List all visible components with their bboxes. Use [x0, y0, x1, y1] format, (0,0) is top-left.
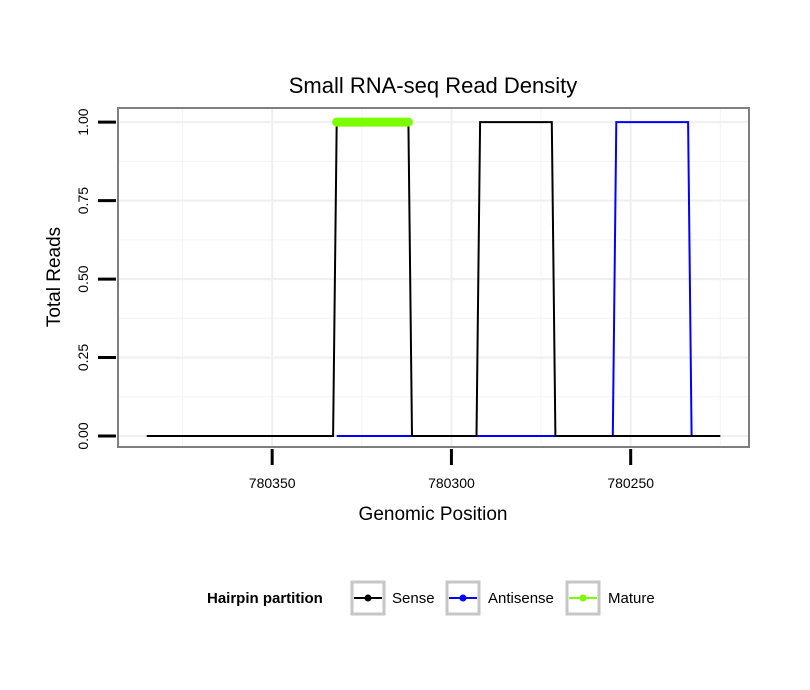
- y-tick-label: 0.25: [75, 344, 91, 371]
- x-tick-label: 780300: [428, 475, 475, 491]
- legend-label: Mature: [608, 590, 655, 607]
- y-tick-label: 0.50: [75, 265, 91, 292]
- series-line-sense: [146, 121, 721, 437]
- legend-key-marker: [364, 594, 372, 602]
- legend-title: Hairpin partition: [207, 590, 323, 607]
- legend-item-mature: Mature: [565, 580, 655, 616]
- x-tick-label: 780250: [607, 475, 654, 491]
- series-layer: [146, 117, 721, 437]
- y-tick-label: 0.75: [75, 187, 91, 214]
- legend-item-antisense: Antisense: [445, 580, 554, 616]
- legend-label: Sense: [392, 590, 435, 607]
- y-tick-label: 1.00: [75, 108, 91, 135]
- legend-key-marker: [579, 594, 587, 602]
- x-axis-title: Genomic Position: [359, 504, 508, 525]
- plot-panel: [117, 107, 750, 448]
- chart-title: Small RNA-seq Read Density: [289, 73, 578, 98]
- y-axis-title: Total Reads: [44, 227, 65, 327]
- legend-key-marker: [459, 594, 467, 602]
- y-tick-label: 0.00: [75, 422, 91, 449]
- legend: Hairpin partition Sense Antisense Mature: [207, 580, 655, 616]
- grid: [118, 108, 749, 447]
- legend-item-sense: Sense: [350, 580, 435, 616]
- legend-label: Antisense: [488, 590, 554, 607]
- x-tick-label: 780350: [249, 475, 296, 491]
- axis-layer: 0.00 0.25 0.50 0.75 1.00 780350 780300 780250: [75, 108, 654, 491]
